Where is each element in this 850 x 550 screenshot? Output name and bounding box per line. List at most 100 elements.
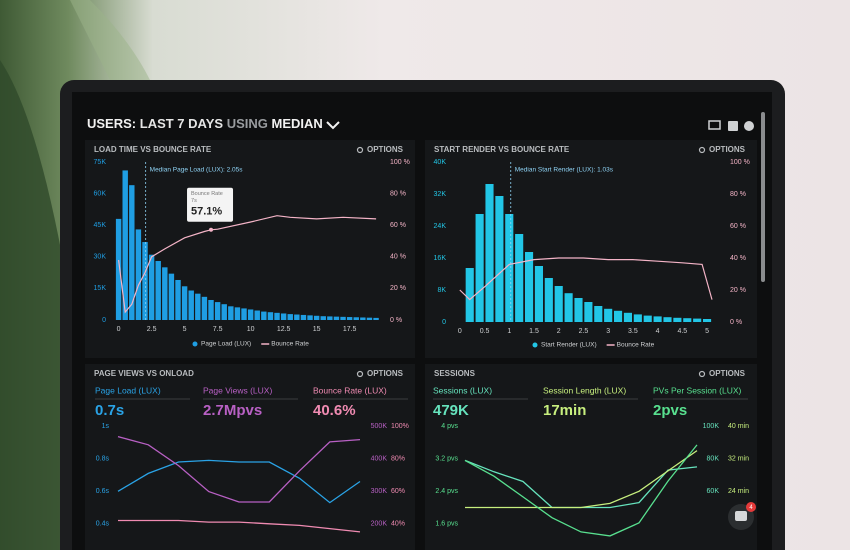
x-tick-label: 2.5	[579, 328, 589, 335]
tooltip-x: 7s	[191, 198, 197, 204]
options-button[interactable]: OPTIONS	[367, 145, 404, 154]
bar	[234, 307, 241, 320]
tick-label: 60K	[707, 488, 720, 495]
tick-label: 32K	[434, 191, 447, 198]
tick-label: 0.8s	[96, 456, 110, 463]
x-tick-label: 3.5	[628, 328, 638, 335]
tick-label: 500K	[371, 423, 388, 430]
kpi-value: 479K	[433, 402, 469, 419]
bar	[307, 315, 313, 320]
bar	[623, 312, 632, 322]
tick-label: 400K	[371, 456, 388, 463]
line	[118, 519, 361, 533]
tooltip	[187, 187, 234, 222]
legend-swatch	[192, 341, 198, 347]
x-tick-label: 1	[507, 328, 511, 335]
tick-label: 100 %	[730, 159, 750, 166]
bar	[594, 306, 603, 322]
bar	[148, 254, 155, 320]
x-tick-label: 10	[247, 326, 255, 333]
legend-label: Bounce Rate	[271, 341, 309, 348]
kpi-label: Bounce Rate (LUX)	[313, 385, 387, 395]
bar	[373, 317, 379, 320]
tick-label: 45K	[94, 222, 107, 229]
bar	[188, 290, 194, 320]
median-label: Median Page Load (LUX): 2.05s	[150, 167, 244, 174]
title-part: USERS:	[87, 116, 136, 131]
kpi-label: PVs Per Session (LUX)	[653, 385, 742, 395]
tick-label: 0	[102, 317, 106, 324]
panel-title: SESSIONS	[434, 369, 476, 378]
options-icon[interactable]	[356, 370, 364, 378]
bar	[221, 304, 227, 320]
monitor-icon[interactable]	[708, 120, 721, 130]
bar	[247, 309, 254, 320]
options-button[interactable]: OPTIONS	[709, 369, 746, 378]
bar	[663, 317, 672, 322]
tick-label: 0 %	[390, 317, 402, 324]
tick-label: 100 %	[390, 159, 410, 166]
bar	[122, 170, 128, 320]
tick-label: 15K	[94, 285, 107, 292]
bar	[525, 252, 534, 322]
legend-label: Start Render (LUX)	[541, 342, 597, 349]
bar	[129, 185, 135, 320]
bar	[643, 315, 652, 322]
plant-leaf	[0, 60, 70, 550]
tick-label: 75K	[94, 159, 107, 166]
options-icon[interactable]	[698, 370, 706, 378]
x-tick-label: 17.5	[343, 326, 357, 333]
tick-label: 1.6 pvs	[435, 521, 458, 528]
bar	[485, 184, 494, 322]
scrollbar	[761, 112, 765, 282]
bar	[241, 308, 247, 320]
tick-label: 80 %	[390, 190, 406, 197]
bar	[544, 278, 553, 322]
bar	[515, 234, 524, 322]
bar	[366, 317, 373, 320]
bar	[360, 317, 366, 320]
tick-label: 100%	[391, 423, 409, 430]
options-icon[interactable]	[356, 146, 364, 154]
panel-title: LOAD TIME VS BOUNCE RATE	[94, 145, 212, 154]
legend-label: Page Load (LUX)	[201, 341, 251, 348]
bar	[208, 299, 214, 320]
tick-label: 80%	[391, 456, 405, 463]
options-button[interactable]: OPTIONS	[367, 369, 404, 378]
image-icon[interactable]	[728, 121, 738, 131]
median-label: Median Start Render (LUX): 1.03s	[515, 167, 614, 174]
bar	[346, 317, 353, 320]
bar	[287, 314, 293, 320]
panel-title: PAGE VIEWS VS ONLOAD	[94, 369, 194, 378]
tick-label: 30K	[94, 254, 107, 261]
bar	[155, 261, 161, 320]
tick-label: 24 min	[728, 488, 749, 495]
tick-label: 32 min	[728, 456, 749, 463]
tick-label: 16K	[434, 255, 447, 262]
tick-label: 0.6s	[96, 488, 110, 495]
x-tick-label: 0	[458, 328, 462, 335]
dropdown-chevron[interactable]	[326, 121, 340, 130]
tick-label: 4 pvs	[441, 423, 458, 430]
tick-label: 60 %	[390, 222, 406, 229]
tick-label: 0 %	[730, 319, 742, 326]
kpi-value: 17min	[543, 402, 586, 419]
kpi-value: 0.7s	[95, 402, 124, 419]
bar	[168, 273, 175, 320]
bar	[353, 317, 359, 320]
tick-label: 20 %	[730, 287, 746, 294]
kpi-label: Page Views (LUX)	[203, 385, 272, 395]
help-icon[interactable]	[744, 121, 754, 131]
kpi-label: Sessions (LUX)	[433, 385, 492, 395]
bar	[693, 318, 702, 322]
options-button[interactable]: OPTIONS	[709, 145, 746, 154]
bar	[333, 316, 340, 320]
tick-label: 100K	[703, 423, 720, 430]
tick-label: 60 %	[730, 223, 746, 230]
bar	[175, 279, 181, 320]
bar	[340, 316, 346, 320]
tick-label: 80K	[707, 456, 720, 463]
tick-label: 40 %	[730, 255, 746, 262]
panel-title: START RENDER VS BOUNCE RATE	[434, 145, 570, 154]
options-icon[interactable]	[698, 146, 706, 154]
